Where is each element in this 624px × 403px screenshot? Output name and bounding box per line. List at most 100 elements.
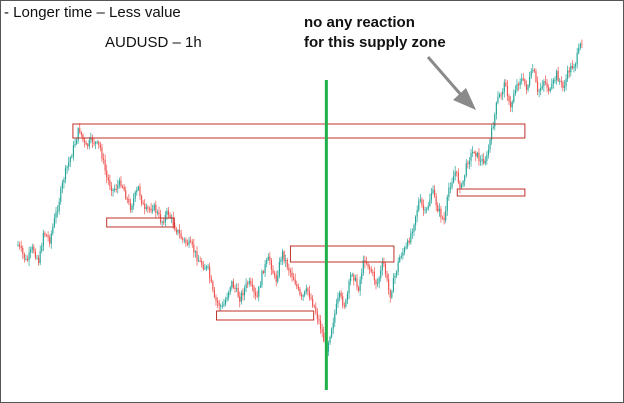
candle-body — [57, 210, 59, 212]
candle-body — [285, 259, 287, 261]
demand-zone — [216, 310, 315, 321]
candle-body — [55, 211, 57, 219]
candle-body — [313, 305, 315, 307]
candle-body — [136, 189, 138, 193]
candle-body — [346, 293, 349, 300]
candle-body — [302, 295, 304, 297]
candle-body — [300, 294, 303, 297]
candle-body — [345, 299, 347, 307]
candle-body — [334, 313, 336, 323]
candle-body — [419, 199, 421, 201]
candle-body — [356, 278, 358, 288]
candle-body — [481, 159, 483, 161]
candle-body — [123, 186, 125, 191]
candle-body — [224, 299, 227, 305]
candle-body — [372, 271, 374, 273]
candle-body — [223, 304, 225, 306]
candle-body — [517, 84, 520, 86]
candle-body — [340, 292, 342, 297]
candle-body — [571, 65, 573, 69]
symbol-timeframe-label: AUDUSD – 1h — [105, 34, 202, 51]
candle-body — [484, 160, 486, 164]
candle-body — [118, 180, 120, 186]
candle-body — [91, 137, 94, 143]
candle-body — [487, 149, 490, 156]
candle-body — [565, 78, 567, 86]
candle-body — [408, 240, 410, 243]
candle-body — [156, 212, 158, 214]
candle-body — [288, 267, 290, 271]
candle-body — [562, 82, 564, 88]
candle-body — [25, 258, 27, 260]
candle-body — [74, 143, 76, 146]
candle-body — [215, 296, 217, 301]
candle-body — [338, 292, 341, 298]
candle-body — [202, 265, 204, 270]
candles-layer — [17, 39, 583, 356]
candle-body — [468, 160, 471, 164]
candle-body — [315, 306, 317, 313]
candle-body — [362, 260, 364, 274]
candle-body — [121, 186, 124, 188]
candle-body — [269, 256, 271, 261]
candle-body — [281, 251, 284, 260]
candle-body — [329, 337, 331, 343]
candle-body — [82, 134, 84, 140]
candle-body — [190, 240, 192, 242]
candle-body — [472, 151, 474, 154]
candle-body — [494, 114, 496, 127]
candle-body — [310, 297, 312, 299]
candle-body — [50, 233, 52, 244]
candle-body — [291, 272, 293, 278]
candle-body — [142, 203, 144, 205]
candle-body — [574, 63, 577, 67]
candle-body — [259, 285, 261, 288]
candle-body — [85, 142, 87, 145]
candle-body — [134, 192, 136, 199]
candle-body — [193, 244, 195, 253]
candle-body — [473, 151, 475, 153]
candle-body — [218, 302, 220, 306]
candle-body — [451, 182, 453, 188]
candle-body — [449, 187, 452, 189]
candle-body — [72, 145, 75, 157]
annotation-line-1: no any reaction — [304, 14, 415, 31]
candle-body — [491, 128, 493, 140]
candle-body — [264, 263, 266, 273]
candle-body — [516, 84, 518, 91]
candle-body — [37, 257, 40, 264]
candle-body — [297, 286, 299, 289]
candle-body — [262, 271, 265, 273]
supply-zone — [72, 123, 526, 139]
candle-body — [31, 246, 33, 250]
candle-body — [529, 77, 531, 86]
candle-body — [361, 273, 363, 280]
candle-body — [242, 292, 244, 296]
candle-body — [416, 210, 418, 217]
candle-body — [71, 156, 73, 158]
candle-body — [23, 253, 25, 260]
candle-body — [53, 218, 56, 227]
candle-body — [17, 244, 19, 246]
candle-body — [163, 221, 165, 223]
candle-body — [240, 292, 242, 302]
candle-body — [446, 196, 448, 211]
candle-body — [459, 182, 461, 188]
candle-body — [201, 260, 203, 266]
candle-body — [220, 305, 222, 307]
candle-body — [188, 240, 190, 245]
candle-body — [486, 155, 488, 161]
candle-body — [483, 159, 485, 164]
candle-body — [557, 71, 559, 81]
candle-body — [369, 267, 371, 269]
annotation-arrow — [426, 56, 476, 110]
candle-body — [304, 291, 306, 296]
candle-body — [343, 305, 345, 307]
candle-body — [139, 186, 141, 196]
candle-body — [424, 209, 426, 211]
candle-body — [41, 246, 43, 252]
candle-body — [99, 144, 101, 148]
candle-body — [391, 291, 393, 298]
candle-body — [386, 274, 388, 280]
